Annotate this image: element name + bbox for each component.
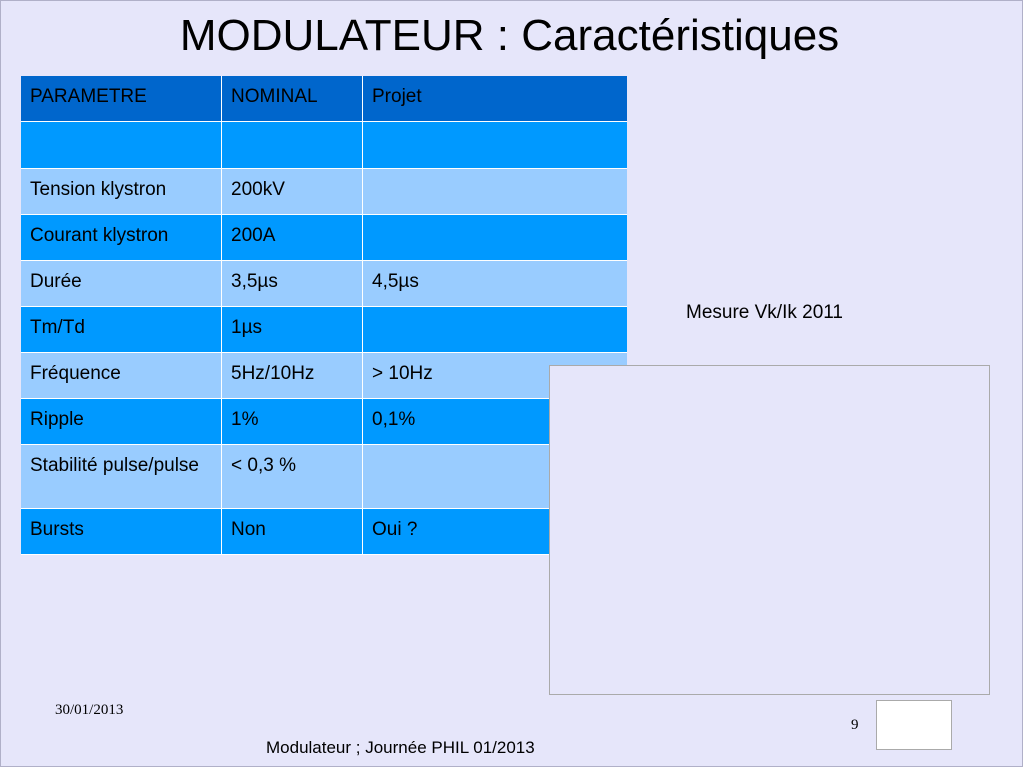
table-row: Ripple 1% 0,1% <box>21 399 627 445</box>
table-row <box>21 122 627 169</box>
table-cell: 4,5µs <box>363 261 627 306</box>
table-cell: 3,5µs <box>222 261 363 306</box>
table-cell: < 0,3 % <box>222 445 363 508</box>
table-cell: Tension klystron <box>21 169 222 214</box>
caption: Mesure Vk/Ik 2011 <box>686 302 844 323</box>
thumbnail-placeholder <box>876 700 952 750</box>
table-cell: Courant klystron <box>21 215 222 260</box>
table-row: Stabilité pulse/pulse < 0,3 % <box>21 445 627 509</box>
table-row: Courant klystron 200A <box>21 215 627 261</box>
image-placeholder <box>549 365 990 695</box>
table-cell: 200kV <box>222 169 363 214</box>
date: 30/01/2013 <box>55 702 124 718</box>
table-cell: 5Hz/10Hz <box>222 353 363 398</box>
table: PARAMETRE NOMINAL Projet Tension klystron 20… <box>21 76 627 555</box>
table-cell: Bursts <box>21 509 222 554</box>
table-row: Durée 3,5µs 4,5µs <box>21 261 627 307</box>
table-row: Tm/Td 1µs <box>21 307 627 353</box>
table-cell: Non <box>222 509 363 554</box>
table-cell <box>363 122 627 168</box>
table-cell: Fréquence <box>21 353 222 398</box>
table-cell <box>222 122 363 168</box>
table-row: PARAMETRE NOMINAL Projet <box>21 76 627 122</box>
table-cell: Stabilité pulse/pulse <box>21 445 222 508</box>
table-cell: NOMINAL <box>222 76 363 121</box>
table-cell <box>363 307 627 352</box>
table-row: Bursts Non Oui ? <box>21 509 627 555</box>
table-cell: 1% <box>222 399 363 444</box>
table-cell: Tm/Td <box>21 307 222 352</box>
footer-text: Modulateur ; Journée PHIL 01/2013 <box>266 738 535 757</box>
table-cell: 200A <box>222 215 363 260</box>
table-cell <box>363 169 627 214</box>
table-cell <box>363 215 627 260</box>
page-number: 9 <box>851 717 859 733</box>
table-cell: PARAMETRE <box>21 76 222 121</box>
table-cell: Ripple <box>21 399 222 444</box>
table-cell: Durée <box>21 261 222 306</box>
table-row: Tension klystron 200kV <box>21 169 627 215</box>
table-row: Fréquence 5Hz/10Hz > 10Hz <box>21 353 627 399</box>
table-cell <box>21 122 222 168</box>
table-cell: 1µs <box>222 307 363 352</box>
title: MODULATEUR : Caractéristiques <box>179 11 840 60</box>
table-cell: Projet <box>363 76 627 121</box>
